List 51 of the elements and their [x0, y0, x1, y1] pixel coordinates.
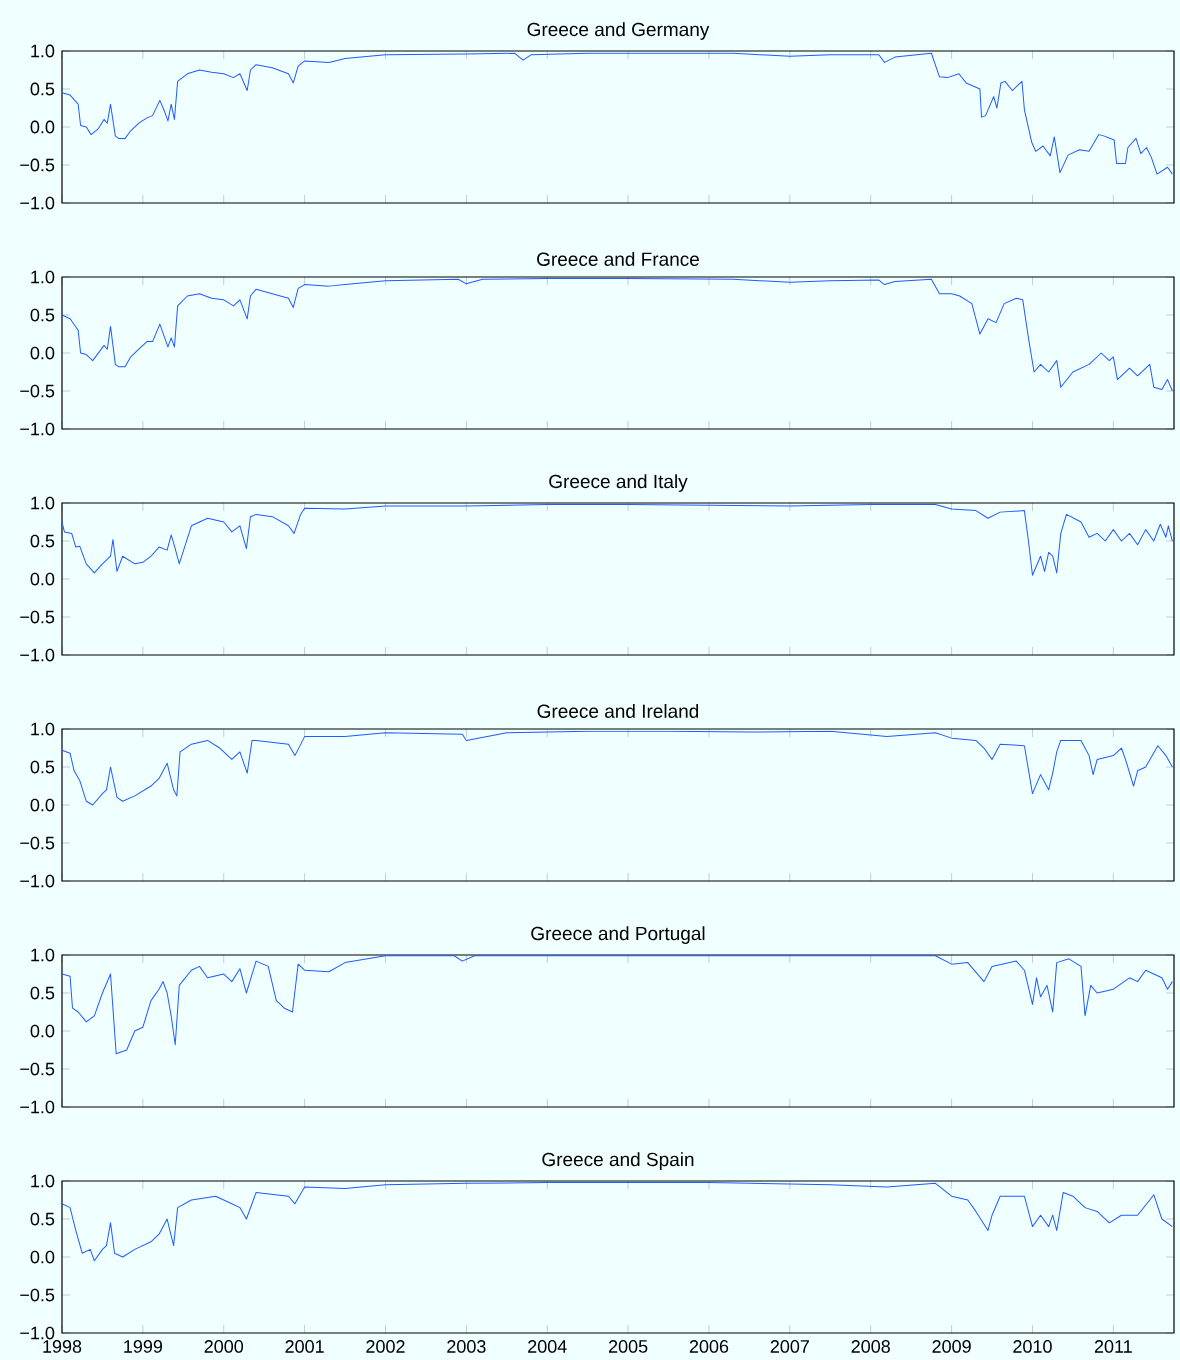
- x-tick-label: 2001: [285, 1340, 324, 1353]
- y-tick-label: 0.0: [30, 1024, 55, 1038]
- x-tick-label: 2005: [609, 1340, 648, 1353]
- y-tick-label: 0.0: [30, 798, 55, 812]
- y-tick-label: 0.5: [30, 760, 55, 774]
- x-tick-label: 1998: [43, 1340, 82, 1353]
- y-tick-label: 1.0: [31, 948, 55, 962]
- y-tick-label: −1.0: [20, 422, 55, 436]
- x-tick-label: 2002: [366, 1340, 405, 1353]
- y-tick-label: 1.0: [31, 270, 55, 284]
- y-tick-label: −1.0: [20, 648, 55, 662]
- x-tick-label: 2010: [1013, 1340, 1052, 1353]
- y-tick-label: −0.5: [20, 384, 55, 398]
- chart-title: Greece and France: [537, 251, 699, 266]
- y-tick-label: −1.0: [20, 1100, 55, 1114]
- y-tick-label: −0.5: [20, 836, 55, 850]
- x-tick-label: 2004: [528, 1340, 567, 1353]
- x-tick-label: 2009: [932, 1340, 971, 1353]
- y-tick-label: −0.5: [20, 158, 55, 172]
- y-tick-label: 1.0: [31, 496, 55, 510]
- y-tick-label: 1.0: [31, 1174, 55, 1188]
- y-tick-label: −1.0: [20, 1326, 55, 1340]
- y-tick-label: 0.5: [30, 986, 55, 1000]
- x-tick-label: 2011: [1094, 1340, 1132, 1353]
- y-tick-label: −0.5: [20, 610, 55, 624]
- x-tick-label: 2003: [447, 1340, 486, 1353]
- y-tick-label: 0.0: [30, 572, 55, 586]
- y-tick-label: 0.0: [30, 120, 55, 134]
- chart-title: Greece and Ireland: [537, 703, 699, 718]
- chart-title: Greece and Portugal: [531, 926, 705, 944]
- y-tick-label: −0.5: [20, 1288, 55, 1302]
- y-tick-label: −1.0: [20, 196, 55, 210]
- y-tick-label: 0.0: [30, 1250, 55, 1264]
- chart-title: Greece and Germany: [527, 22, 710, 40]
- x-tick-label: 2008: [851, 1340, 890, 1353]
- x-tick-label: 1999: [124, 1340, 163, 1353]
- x-tick-label: 2007: [770, 1340, 809, 1353]
- chart-title: Greece and Italy: [549, 474, 688, 492]
- y-tick-label: 0.0: [30, 346, 55, 360]
- chart-title: Greece and Spain: [542, 1152, 694, 1170]
- line-series: [62, 730, 1173, 806]
- x-tick-label: 2006: [689, 1340, 729, 1353]
- y-tick-label: 1.0: [31, 722, 55, 736]
- y-tick-label: 0.5: [30, 1212, 55, 1226]
- y-tick-label: 0.5: [30, 534, 55, 548]
- x-tick-label: 2000: [204, 1340, 244, 1353]
- y-tick-label: 0.5: [30, 82, 55, 96]
- y-tick-label: 1.0: [31, 44, 55, 58]
- y-tick-label: 0.5: [30, 308, 55, 322]
- y-tick-label: −1.0: [20, 874, 55, 888]
- y-tick-label: −0.5: [20, 1062, 55, 1076]
